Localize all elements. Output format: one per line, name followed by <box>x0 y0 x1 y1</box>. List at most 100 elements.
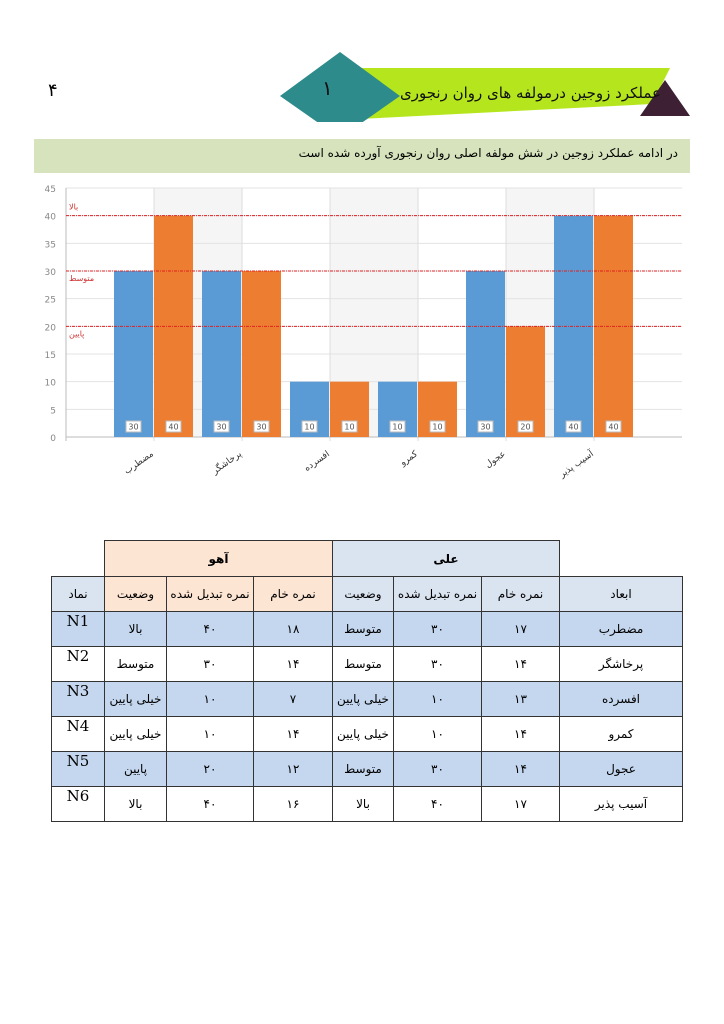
data-label-box <box>517 420 534 433</box>
y-tick-label: 20 <box>45 323 57 333</box>
cell-aho-conv: ۲۰ <box>166 751 254 787</box>
cell-ali-conv: ۱۰ <box>393 681 482 717</box>
cell-dim: مضطرب <box>559 611 683 647</box>
cell-ali-raw: ۱۴ <box>481 751 560 787</box>
x-tick-label: آسیب پذیر <box>556 447 596 480</box>
bar-ali <box>466 271 505 437</box>
cell-aho-status: خیلی پایین <box>104 716 167 752</box>
data-label-box <box>429 420 446 433</box>
cell-ali-raw: ۱۷ <box>481 786 560 822</box>
section-banner <box>280 52 690 122</box>
data-label: 30 <box>128 423 138 432</box>
x-tick-label: مضطرب <box>123 449 156 476</box>
table-row: N3 خیلی پایین ۱۰ ۷ خیلی پایین ۱۰ ۱۳ افسرده <box>51 681 683 717</box>
y-tick-label: 30 <box>45 268 57 278</box>
cell-aho-raw: ۱۶ <box>253 786 333 822</box>
reference-line-label: پایین <box>69 329 84 338</box>
cell-ali-conv: ۳۰ <box>393 611 482 647</box>
intro-text: در ادامه عملکرد زوجین در شش مولفه اصلی ر… <box>298 146 678 160</box>
cell-aho-status: بالا <box>104 786 167 822</box>
bar-aho <box>242 271 281 437</box>
cell-dim: آسیب پذیر <box>559 786 683 822</box>
data-label-box <box>605 420 622 433</box>
header-raw: نمره خام <box>253 576 333 612</box>
page-number: ۴ <box>48 80 58 101</box>
header-code: نماد <box>51 576 105 612</box>
cell-ali-status: متوسط <box>332 751 394 787</box>
cell-code: N3 <box>51 681 105 717</box>
cell-ali-conv: ۴۰ <box>393 786 482 822</box>
x-tick-label: پرخاشگر <box>209 447 244 477</box>
header-converted: نمره تبدیل شده <box>393 576 482 612</box>
cell-aho-raw: ۱۴ <box>253 646 333 682</box>
cell-ali-status: خیلی پایین <box>332 716 394 752</box>
data-label-box <box>125 420 142 433</box>
header-status: وضعیت <box>332 576 394 612</box>
cell-ali-conv: ۳۰ <box>393 751 482 787</box>
section-title: عملکرد زوجین درمولفه های روان رنجوری <box>400 84 662 102</box>
data-label: 10 <box>344 423 354 432</box>
reference-line-label: متوسط <box>69 274 94 283</box>
x-tick-label: کمرو <box>398 449 421 469</box>
table-row: N5 پایین ۲۰ ۱۲ متوسط ۳۰ ۱۴ عجول <box>51 751 683 787</box>
data-label-box <box>477 420 494 433</box>
y-tick-label: 25 <box>45 296 56 306</box>
cell-aho-conv: ۳۰ <box>166 646 254 682</box>
header-raw: نمره خام <box>481 576 560 612</box>
cell-ali-conv: ۱۰ <box>393 716 482 752</box>
cell-aho-status: متوسط <box>104 646 167 682</box>
data-label: 30 <box>480 423 490 432</box>
data-label-box <box>253 420 270 433</box>
cell-dim: افسرده <box>559 681 683 717</box>
intro-box: در ادامه عملکرد زوجین در شش مولفه اصلی ر… <box>34 139 690 173</box>
bar-ali <box>114 271 153 437</box>
cell-ali-raw: ۱۴ <box>481 646 560 682</box>
cell-ali-status: متوسط <box>332 646 394 682</box>
header-converted: نمره تبدیل شده <box>166 576 254 612</box>
header-status: وضعیت <box>104 576 167 612</box>
scores-table: آهو علی نماد وضعیت نمره تبدیل شده نمره خام وض… <box>51 540 683 822</box>
data-label: 10 <box>392 423 402 432</box>
cell-ali-status: بالا <box>332 786 394 822</box>
data-label-box <box>389 420 406 433</box>
cell-aho-raw: ۷ <box>253 681 333 717</box>
y-tick-label: 5 <box>50 406 56 416</box>
header-dimension: ابعاد <box>559 576 683 612</box>
cell-code: N4 <box>51 716 105 752</box>
cell-dim: عجول <box>559 751 683 787</box>
data-label-box <box>165 420 182 433</box>
cell-aho-raw: ۱۸ <box>253 611 333 647</box>
cell-aho-status: بالا <box>104 611 167 647</box>
y-tick-label: 15 <box>45 351 56 361</box>
cell-code: N1 <box>51 611 105 647</box>
cell-aho-raw: ۱۴ <box>253 716 333 752</box>
x-tick-label: عجول <box>484 449 508 470</box>
cell-aho-status: پایین <box>104 751 167 787</box>
reference-line-label: بالا <box>69 203 78 212</box>
table-row: N1 بالا ۴۰ ۱۸ متوسط ۳۰ ۱۷ مضطرب <box>51 611 683 647</box>
cell-aho-conv: ۴۰ <box>166 611 254 647</box>
table-row: N4 خیلی پایین ۱۰ ۱۴ خیلی پایین ۱۰ ۱۴ کمرو <box>51 716 683 752</box>
cell-aho-status: خیلی پایین <box>104 681 167 717</box>
group-ali: علی <box>332 540 560 577</box>
data-label: 10 <box>304 423 314 432</box>
cell-ali-raw: ۱۷ <box>481 611 560 647</box>
cell-dim: پرخاشگر <box>559 646 683 682</box>
cell-code: N6 <box>51 786 105 822</box>
cell-aho-conv: ۴۰ <box>166 786 254 822</box>
y-tick-label: 10 <box>45 379 57 389</box>
data-label-box <box>213 420 230 433</box>
data-label-box <box>301 420 318 433</box>
bar-chart: 0 5 10 15 20 25 30 35 40 45 30 40 مضطرب 30 30 پرخاشگر 10… <box>45 185 682 480</box>
data-label: 40 <box>608 423 618 432</box>
cell-dim: کمرو <box>559 716 683 752</box>
section-number: ۱ <box>322 76 333 100</box>
data-label-box <box>565 420 582 433</box>
cell-ali-status: متوسط <box>332 611 394 647</box>
bar-aho <box>506 326 545 437</box>
cell-ali-conv: ۳۰ <box>393 646 482 682</box>
cell-ali-raw: ۱۴ <box>481 716 560 752</box>
x-tick-label: افسرده <box>303 449 332 474</box>
y-tick-label: 35 <box>45 240 56 250</box>
data-label-box <box>341 420 358 433</box>
